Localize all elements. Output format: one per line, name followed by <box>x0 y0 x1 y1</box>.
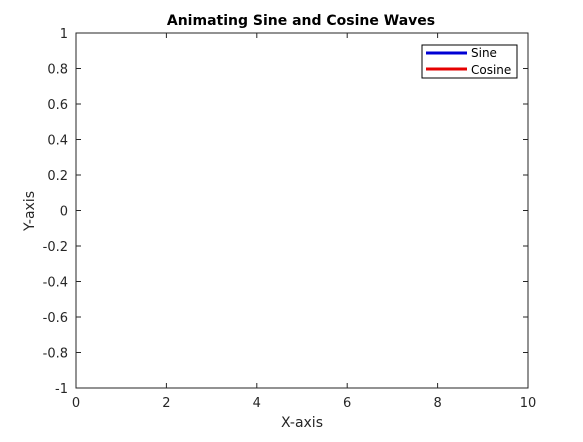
x-tick-label: 4 <box>253 396 261 411</box>
ticks-layer: 0 2 4 6 8 10 1 0.8 0.6 0.4 0.2 0 -0.2 -0.4 -0.6 -0.8 -1 <box>43 27 537 411</box>
y-tick-label: 0.6 <box>47 98 68 113</box>
legend-label-sine: Sine <box>471 46 497 60</box>
y-tick-label: -0.4 <box>43 276 68 291</box>
x-axis-label: X-axis <box>281 415 323 431</box>
y-tick-label: 0.2 <box>47 169 68 184</box>
legend-box <box>421 44 518 79</box>
y-tick-label: -0.6 <box>43 311 68 326</box>
y-tick-label: -0.8 <box>43 347 68 362</box>
chart-title: Animating Sine and Cosine Waves <box>167 13 435 29</box>
legend-label-cosine: Cosine <box>471 63 511 77</box>
x-tick-label: 8 <box>433 396 441 411</box>
y-tick-label: 0.4 <box>47 134 68 149</box>
x-tick-label: 10 <box>520 396 537 411</box>
x-tick-label: 6 <box>343 396 351 411</box>
y-tick-label: 0 <box>60 205 68 220</box>
y-tick-label: -1 <box>55 382 68 397</box>
y-tick-label: 0.8 <box>47 63 68 78</box>
y-axis-label: Y-axis <box>22 191 38 232</box>
legend: Sine Cosine <box>421 44 518 79</box>
plot-area <box>75 32 529 389</box>
y-tick-label: -0.2 <box>43 240 68 255</box>
y-tick-label: 1 <box>60 27 68 42</box>
x-tick-label: 0 <box>72 396 80 411</box>
x-tick-label: 2 <box>162 396 170 411</box>
